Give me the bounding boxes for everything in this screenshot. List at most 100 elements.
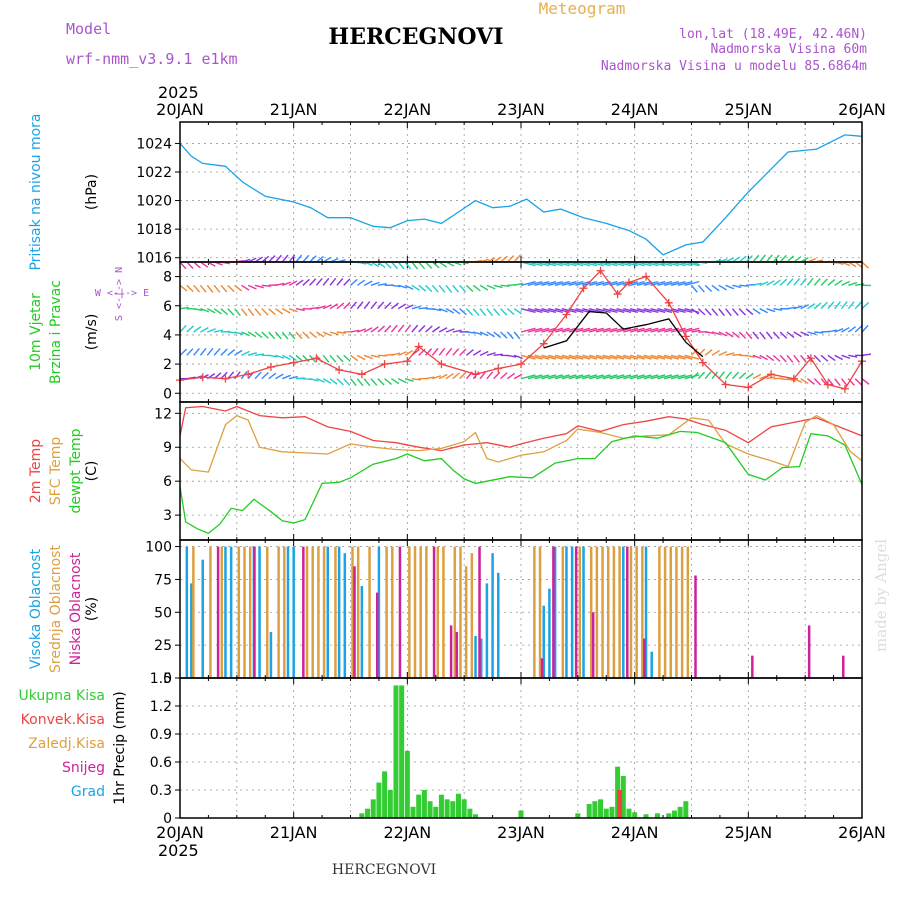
y-tick-label: 0.6: [150, 755, 172, 771]
wind-barb: [732, 284, 742, 289]
model-label: Model: [66, 20, 111, 38]
y-axis-unit: (%): [84, 597, 100, 621]
wind-barb: [343, 378, 351, 386]
bar-niska-oblacnost: [807, 625, 811, 678]
wind-barb: [397, 378, 407, 384]
bar-ukupna-kisa: [359, 813, 365, 818]
wind-barb: [541, 307, 557, 314]
wind-barb: [629, 354, 645, 360]
panel-temperature: 3 6 9 12 2m Temp SFC Temp dewpt Temp (C): [28, 401, 863, 541]
wind-barb: [206, 347, 214, 356]
wind-barb: [718, 331, 728, 337]
wind-barb: [848, 281, 858, 287]
wind-barb: [725, 371, 732, 380]
bar-srednja-oblacnost: [641, 546, 644, 678]
bar-ukupna-kisa: [410, 806, 416, 818]
wind-barb: [452, 284, 460, 293]
series-line-pressure: [179, 134, 863, 256]
bar-ukupna-kisa: [632, 812, 638, 818]
y-axis-label: Pritisak na nivou mora: [28, 113, 44, 270]
wind-barb: [316, 305, 326, 310]
wind-barb: [793, 277, 801, 286]
bar-ukupna-kisa: [461, 799, 467, 818]
wind-barb: [445, 308, 455, 314]
wind-barb: [677, 280, 693, 287]
wind-barb: [840, 378, 848, 387]
wind-barb: [814, 331, 824, 334]
bar-visoka-oblacnost: [337, 546, 341, 678]
y-tick-label: 0: [163, 811, 172, 827]
wind-speed-marker: [437, 360, 446, 369]
wind-barb: [506, 372, 516, 380]
wind-barb: [404, 261, 412, 270]
wind-barb: [261, 284, 271, 288]
wind-barb: [282, 281, 291, 286]
wind-barb: [404, 377, 414, 383]
wind-barb: [772, 254, 780, 263]
y-axis-label: Niska Oblacnost: [68, 552, 84, 665]
wind-barb: [200, 308, 210, 313]
bar-ukupna-kisa: [370, 799, 376, 818]
wind-barb: [731, 371, 740, 380]
wind-barb: [295, 307, 305, 312]
wind-barb: [302, 354, 310, 363]
wind-barb: [636, 307, 652, 314]
wind-barb: [500, 372, 508, 380]
wind-barb: [254, 331, 263, 339]
wind-barb: [356, 354, 366, 361]
wind-barb: [465, 308, 474, 316]
wind-barb: [302, 278, 310, 286]
wind-barb: [527, 374, 543, 380]
wind-barb: [834, 328, 844, 333]
wind-barb: [247, 331, 257, 338]
wind-barb: [841, 354, 851, 360]
wind-barb: [295, 254, 303, 263]
wind-barb: [438, 261, 447, 268]
wind-barb: [241, 331, 250, 337]
wind-barb: [288, 254, 296, 263]
wind-barb: [609, 307, 625, 314]
wind-barb: [677, 307, 693, 314]
wind-barb: [397, 303, 407, 310]
bar-visoka-oblacnost: [326, 546, 330, 678]
wind-barb: [827, 278, 836, 286]
y-tick-label: 6: [163, 474, 172, 490]
wind-barb: [609, 354, 625, 360]
bar-ukupna-kisa: [450, 801, 456, 818]
wind-barb: [711, 331, 721, 336]
wind-barb: [834, 279, 843, 286]
wind-barb: [513, 308, 522, 315]
wind-barb: [493, 331, 502, 339]
bar-srednja-oblacnost: [618, 546, 621, 678]
wind-speed-marker: [357, 370, 366, 379]
wind-barb: [288, 375, 299, 380]
wind-barb: [391, 352, 401, 357]
wind-barb: [629, 307, 645, 314]
y-tick-label: 25: [154, 638, 172, 654]
wind-barb: [718, 284, 727, 291]
wind-barb: [329, 354, 337, 363]
wind-barb: [718, 308, 725, 317]
wind-barb: [840, 301, 848, 310]
bar-ukupna-kisa: [404, 750, 410, 818]
wind-barb: [520, 307, 536, 314]
bar-visoka-oblacnost: [286, 546, 290, 678]
wind-barb: [827, 329, 837, 333]
wind-barb: [438, 308, 448, 313]
wind-barb: [548, 307, 563, 314]
wind-barb: [847, 301, 855, 310]
bar-visoka-oblacnost: [229, 546, 233, 678]
wind-barb: [472, 284, 481, 292]
wind-barb: [847, 326, 856, 333]
wind-barb: [589, 327, 604, 333]
wind-barb: [486, 352, 496, 357]
wind-barb: [507, 354, 517, 358]
wind-barb: [732, 353, 742, 357]
panel-precip: 0 0.3 0.6 0.9 1.2 1.5 1hr Precip (mm) Ukupna Ki…: [18, 671, 863, 827]
y-tick-label: 1016: [136, 251, 172, 267]
wind-barb: [486, 308, 494, 317]
bar-niska-oblacnost: [478, 546, 481, 678]
wind-barb: [847, 378, 855, 386]
wind-barb: [322, 277, 330, 286]
wind-barb: [247, 284, 257, 290]
